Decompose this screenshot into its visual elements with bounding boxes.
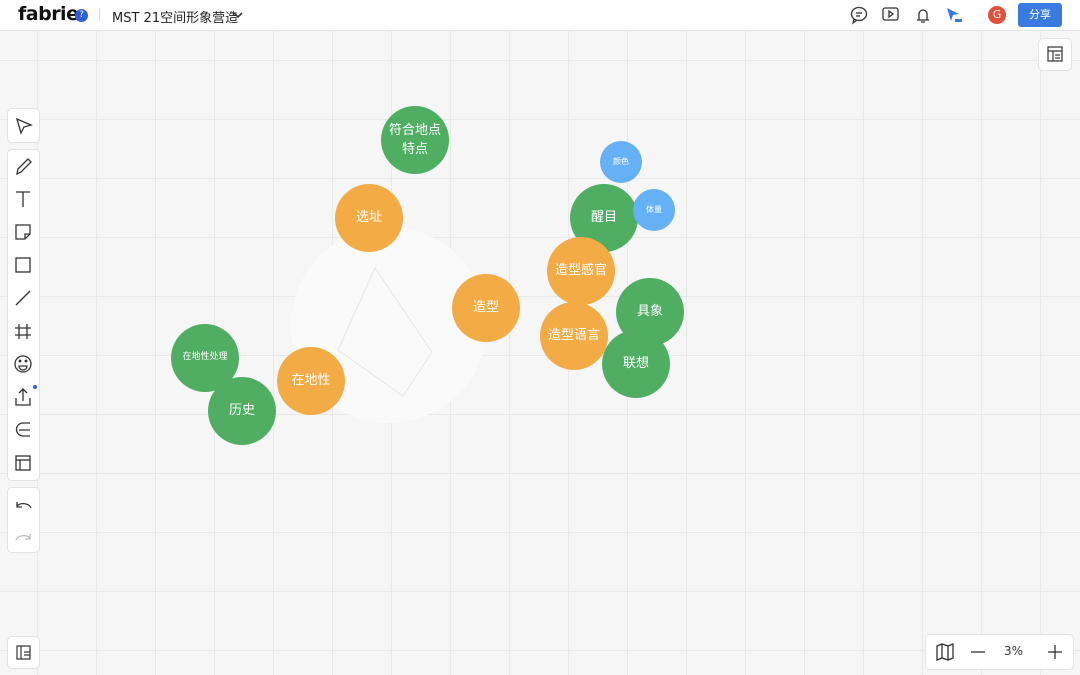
mind-node[interactable]: 造型语言 [540,302,608,370]
select-tool[interactable] [7,108,40,143]
mind-node[interactable]: 体量 [633,189,675,231]
node-label: 颜色 [613,157,629,166]
mind-node[interactable]: 造型 [452,274,520,342]
zoom-bar [925,634,1074,670]
node-label: 造型 [472,300,499,316]
node-label: 历史 [228,403,255,419]
title-dropdown[interactable] [233,10,243,20]
top-icons[interactable] [848,5,978,25]
node-label: 联想 [622,356,649,372]
brand[interactable]: fabrie [18,3,79,25]
mind-node[interactable]: 联想 [602,330,670,398]
node-label: 具象 [636,304,663,320]
top-bar: fabrie ? MST 21空间形象营造 G 分享 [0,0,1080,31]
user-avatar[interactable]: G [988,6,1006,24]
mind-node[interactable]: 醒目 [570,184,638,252]
zoom-level[interactable]: 3% [1004,644,1024,658]
toolbar [7,149,40,481]
mind-node[interactable]: 在地性 [277,347,345,415]
divider [99,8,100,22]
node-label: 造型语言 [547,328,600,344]
node-label: 醒目 [590,210,617,226]
mind-node[interactable]: 颜色 [600,141,642,183]
mind-node[interactable]: 造型感官 [547,237,615,305]
node-label: 在地性 [291,373,331,389]
node-label: 选址 [355,210,382,226]
help-button[interactable]: ? [75,9,88,22]
mind-node[interactable]: 历史 [208,377,276,445]
layout-panel-button[interactable] [1038,38,1072,71]
node-label: 造型感官 [554,263,607,279]
node-label: 符合地点特点 [388,122,441,158]
background-shape [337,266,433,397]
node-label: 在地性处理 [182,352,228,363]
mind-node[interactable]: 符合地点特点 [381,106,449,174]
share-button[interactable]: 分享 [1018,3,1062,27]
board-title[interactable]: MST 21空间形象营造 [112,11,239,26]
node-label: 体量 [646,205,662,214]
sidebar-toggle[interactable] [7,636,40,669]
history-tools[interactable] [7,487,40,553]
mind-node[interactable]: 选址 [335,184,403,252]
